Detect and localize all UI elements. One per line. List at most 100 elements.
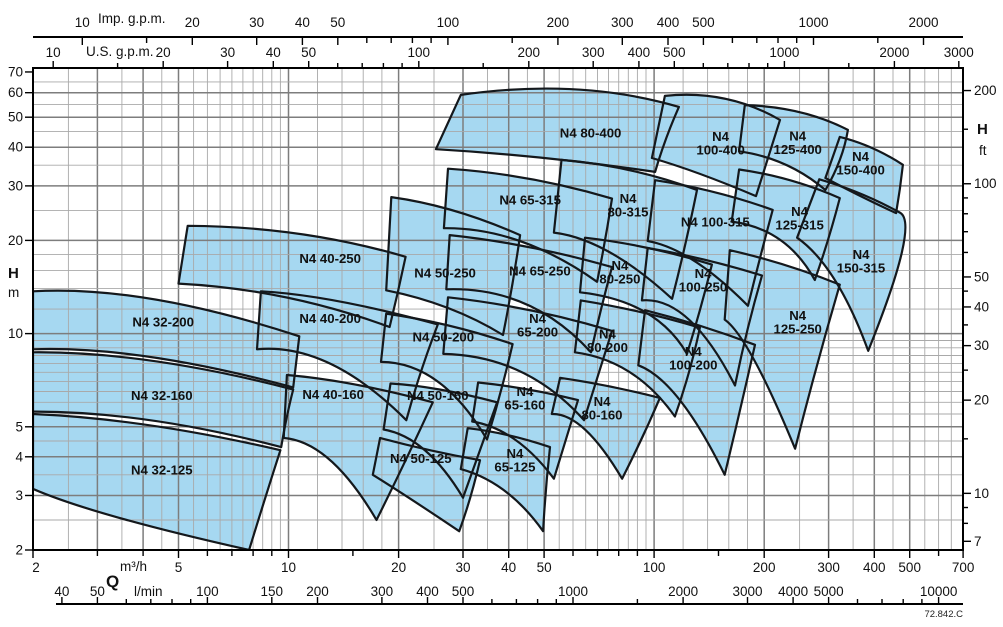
pump-label-n4-100-400: N4 100-400 bbox=[696, 129, 744, 158]
pump-outline-n4-150-400 bbox=[824, 135, 904, 215]
pump-outline-n4-100-250 bbox=[640, 246, 764, 387]
pump-outline-n4-32-160 bbox=[33, 351, 295, 449]
tick-label: 700 bbox=[952, 560, 975, 575]
tick-label: 5 bbox=[175, 560, 183, 575]
pump-region-n4-125-250 bbox=[724, 250, 840, 449]
pump-region-n4-65-160 bbox=[472, 382, 578, 479]
pump-label-n4-40-250: N4 40-250 bbox=[299, 251, 361, 266]
tick-label: 20 bbox=[974, 393, 989, 408]
pump-labels: N4 32-200 N4 32-160 N4 32-125 N4 40-250 N4 4… bbox=[131, 126, 885, 478]
pump-region-n4-100-200 bbox=[638, 310, 755, 475]
pump-label-n4-80-315: N4 80-315 bbox=[607, 191, 648, 220]
tick-label: 1000 bbox=[769, 45, 799, 60]
pump-label-n4-65-200: N4 65-200 bbox=[517, 311, 558, 340]
tick-label: 2 bbox=[32, 560, 40, 575]
head-symbol-left: H bbox=[8, 265, 19, 282]
figure-code: 72.842.C bbox=[924, 609, 963, 620]
tick-label: 100 bbox=[974, 176, 997, 191]
tick-label: 40 bbox=[266, 45, 281, 60]
pump-outline-n4-50-200 bbox=[379, 312, 514, 441]
tick-label: 20 bbox=[156, 45, 171, 60]
tick-label: 1000 bbox=[558, 584, 588, 599]
tick-label: 200 bbox=[974, 83, 997, 98]
pump-label-n4-80-160: N4 80-160 bbox=[581, 394, 622, 423]
tick-label: 10 bbox=[8, 326, 23, 341]
pump-label-n4-50-125: N4 50-125 bbox=[390, 451, 452, 466]
pump-outline-n4-40-250 bbox=[177, 224, 407, 329]
pump-region-n4-150-400 bbox=[825, 136, 903, 214]
pump-outline-n4-65-250 bbox=[445, 234, 614, 354]
pump-label-n4-40-200: N4 40-200 bbox=[299, 311, 361, 326]
pump-label-n4-125-315: N4 125-315 bbox=[775, 204, 823, 233]
pump-label-n4-80-200: N4 80-200 bbox=[587, 327, 628, 356]
pump-outline-n4-80-315 bbox=[552, 158, 699, 300]
tick-label: 60 bbox=[8, 85, 23, 100]
pump-outline-n4-125-400 bbox=[738, 104, 849, 192]
tick-label: 30 bbox=[8, 178, 23, 193]
tick-label: 500 bbox=[692, 15, 715, 30]
tick-label: 100 bbox=[408, 45, 431, 60]
tick-label: 2000 bbox=[668, 584, 698, 599]
tick-label: 100 bbox=[437, 15, 460, 30]
tick-label: 40 bbox=[54, 584, 69, 599]
head-unit-left: m bbox=[8, 285, 20, 300]
pump-label-n4-150-400: N4 150-400 bbox=[836, 149, 884, 178]
pump-region-n4-32-125 bbox=[33, 414, 281, 550]
tick-label: 2000 bbox=[908, 15, 938, 30]
pump-label-n4-80-250: N4 80-250 bbox=[599, 258, 640, 287]
pump-outline-n4-125-250 bbox=[723, 249, 841, 450]
tick-label: 3000 bbox=[732, 584, 762, 599]
gridlines bbox=[33, 68, 963, 550]
pump-label-n4-150-315: N4 150-315 bbox=[837, 247, 885, 276]
pump-outline-n4-40-200 bbox=[255, 290, 439, 422]
tick-label: 2 bbox=[15, 543, 23, 558]
tick-label: 1000 bbox=[798, 15, 828, 30]
plot-border bbox=[32, 67, 964, 551]
pump-label-n4-100-200: N4 100-200 bbox=[669, 344, 717, 373]
tick-label: 10 bbox=[75, 15, 90, 30]
pump-outline-n4-65-125 bbox=[459, 427, 552, 533]
tick-label: 30 bbox=[249, 15, 264, 30]
tick-label: 20 bbox=[185, 15, 200, 30]
tick-label: 5000 bbox=[814, 584, 844, 599]
pump-label-n4-32-125: N4 32-125 bbox=[131, 462, 193, 477]
tick-label: 10000 bbox=[920, 584, 958, 599]
pump-outline-n4-100-200 bbox=[637, 309, 757, 476]
pump-label-n4-65-125: N4 65-125 bbox=[494, 446, 535, 475]
pump-label-n4-50-250: N4 50-250 bbox=[414, 265, 476, 280]
pump-outline-n4-65-200 bbox=[442, 296, 614, 422]
tick-label: 200 bbox=[547, 15, 570, 30]
pump-label-n4-32-200: N4 32-200 bbox=[132, 315, 194, 330]
lmin-axis-label: l/min bbox=[134, 584, 163, 599]
us-gpm-axis-label: U.S. g.p.m. bbox=[86, 44, 154, 59]
tick-label: 50 bbox=[537, 560, 552, 575]
pump-outline-n4-50-250 bbox=[385, 196, 522, 337]
pump-outline-n4-80-200 bbox=[573, 299, 701, 418]
pump-label-n4-40-160: N4 40-160 bbox=[302, 387, 364, 402]
pump-region-n4-50-125 bbox=[372, 438, 480, 532]
tick-label: 50 bbox=[8, 110, 23, 125]
tick-label: 50 bbox=[974, 269, 989, 284]
pump-label-n4-125-400: N4 125-400 bbox=[773, 128, 821, 157]
pump-region-n4-80-160 bbox=[551, 377, 660, 479]
tick-label: 400 bbox=[657, 15, 680, 30]
tick-label: 200 bbox=[306, 584, 329, 599]
pump-outline-n4-32-200 bbox=[33, 289, 301, 389]
tick-label: 500 bbox=[452, 584, 475, 599]
pump-outline-n4-65-315 bbox=[442, 167, 614, 283]
tick-label: 50 bbox=[90, 584, 105, 599]
tick-label: 300 bbox=[582, 45, 605, 60]
pump-label-n4-125-250: N4 125-250 bbox=[773, 308, 821, 337]
tick-label: 4 bbox=[15, 449, 23, 464]
pump-outline-n4-150-315 bbox=[796, 178, 907, 352]
tick-label: 7 bbox=[974, 534, 982, 549]
pump-outline-n4-50-160 bbox=[382, 382, 499, 499]
pump-outline-n4-40-160 bbox=[282, 373, 434, 522]
tick-label: 40 bbox=[974, 299, 989, 314]
tick-label: 30 bbox=[455, 560, 470, 575]
tick-label: 2000 bbox=[879, 45, 909, 60]
pump-label-n4-32-160: N4 32-160 bbox=[131, 388, 193, 403]
tick-label: 300 bbox=[817, 560, 840, 575]
